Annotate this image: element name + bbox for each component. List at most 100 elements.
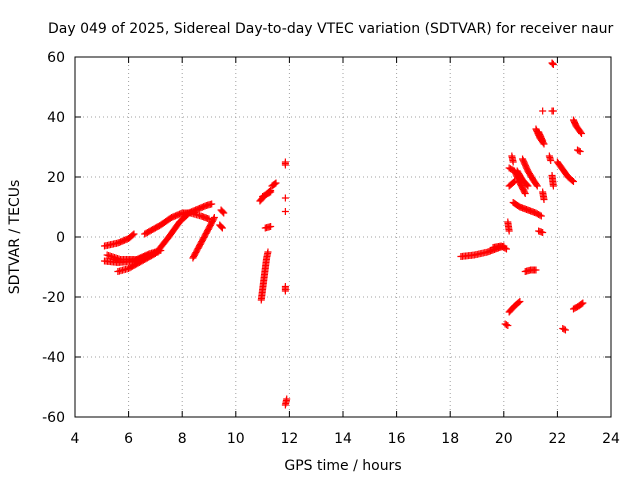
data-points bbox=[100, 59, 587, 409]
data-point bbox=[505, 227, 513, 235]
x-tick-label: 24 bbox=[602, 431, 620, 447]
data-point bbox=[509, 178, 517, 186]
data-point bbox=[523, 181, 531, 189]
satellite-arc bbox=[281, 283, 289, 295]
satellite-arc bbox=[501, 320, 512, 329]
satellite-arc bbox=[535, 227, 547, 236]
data-point bbox=[281, 287, 289, 295]
satellite-arc bbox=[217, 206, 228, 217]
data-point bbox=[272, 179, 280, 187]
y-tick-label: 0 bbox=[56, 230, 65, 246]
data-point bbox=[205, 215, 213, 223]
data-point bbox=[516, 298, 524, 305]
satellite-arc bbox=[281, 208, 289, 215]
x-tick-label: 22 bbox=[548, 431, 566, 447]
data-point bbox=[532, 266, 540, 274]
data-point bbox=[218, 223, 226, 231]
satellite-arc bbox=[521, 266, 540, 275]
data-point bbox=[208, 200, 216, 208]
satellite-arc bbox=[186, 209, 213, 223]
data-point bbox=[569, 178, 577, 185]
x-tick-label: 20 bbox=[495, 431, 513, 447]
satellite-arc bbox=[189, 214, 218, 262]
data-point bbox=[502, 245, 510, 253]
satellite-arc bbox=[508, 152, 517, 166]
y-tick-label: 60 bbox=[47, 50, 65, 66]
satellite-arc bbox=[569, 116, 586, 137]
x-tick-label: 16 bbox=[388, 431, 406, 447]
data-point bbox=[540, 140, 548, 148]
data-point bbox=[549, 182, 557, 190]
satellite-arc bbox=[519, 155, 541, 190]
data-point bbox=[524, 182, 532, 190]
data-point bbox=[515, 298, 523, 306]
x-axis-ticks: 4 6 8 10 12 14 16 18 20 22 24 bbox=[71, 57, 620, 447]
satellite-arc bbox=[216, 221, 226, 232]
satellite-arc bbox=[574, 146, 584, 155]
y-tick-label: -40 bbox=[42, 350, 65, 366]
data-point bbox=[539, 107, 547, 115]
data-point bbox=[577, 128, 585, 136]
x-tick-label: 4 bbox=[71, 431, 80, 447]
data-point bbox=[561, 326, 569, 334]
data-point bbox=[281, 208, 289, 215]
data-point bbox=[501, 244, 509, 252]
data-point bbox=[267, 223, 275, 230]
satellite-arc bbox=[535, 128, 547, 145]
y-tick-label: -20 bbox=[42, 290, 65, 306]
data-point bbox=[130, 230, 138, 238]
x-tick-label: 8 bbox=[178, 431, 187, 447]
satellite-arc bbox=[545, 152, 555, 164]
satellite-arc bbox=[257, 248, 272, 304]
data-point bbox=[210, 214, 218, 221]
satellite-arc bbox=[100, 230, 138, 250]
satellite-arc bbox=[539, 188, 548, 203]
data-point bbox=[568, 177, 576, 185]
chart-title: Day 049 of 2025, Sidereal Day-to-day VTE… bbox=[48, 21, 614, 37]
satellite-arc bbox=[569, 299, 587, 313]
grid-lines bbox=[75, 57, 611, 417]
data-point bbox=[540, 196, 548, 203]
data-point bbox=[129, 231, 137, 239]
y-axis-label: SDTVAR / TECUs bbox=[7, 180, 23, 295]
data-point bbox=[547, 157, 555, 164]
satellite-arc bbox=[548, 59, 557, 68]
satellite-arc bbox=[259, 188, 275, 200]
satellite-arc bbox=[553, 158, 577, 185]
data-point bbox=[533, 182, 541, 190]
data-point bbox=[267, 188, 275, 196]
data-point bbox=[537, 212, 545, 220]
x-tick-label: 6 bbox=[124, 431, 133, 447]
satellite-arc bbox=[268, 179, 280, 190]
satellite-arc bbox=[281, 158, 289, 169]
data-point bbox=[219, 208, 227, 216]
data-point bbox=[575, 147, 583, 155]
satellite-arc bbox=[505, 298, 524, 316]
x-tick-label: 10 bbox=[227, 431, 245, 447]
satellite-arc bbox=[513, 167, 532, 190]
data-point bbox=[532, 181, 540, 189]
data-point bbox=[281, 161, 289, 169]
satellite-arc bbox=[281, 194, 289, 202]
data-point bbox=[504, 322, 512, 329]
satellite-arc bbox=[261, 223, 275, 232]
satellite-arc bbox=[548, 107, 557, 115]
y-tick-label: 40 bbox=[47, 110, 65, 126]
data-point bbox=[521, 188, 529, 196]
data-point bbox=[521, 190, 529, 197]
y-axis-ticks: -60 -40 -20 0 20 40 60 bbox=[42, 50, 611, 426]
y-tick-label: 20 bbox=[47, 170, 65, 186]
x-tick-label: 18 bbox=[441, 431, 459, 447]
data-point bbox=[578, 130, 586, 137]
x-tick-label: 14 bbox=[334, 431, 352, 447]
data-point bbox=[549, 107, 557, 115]
data-point bbox=[539, 229, 547, 236]
data-point bbox=[536, 211, 544, 219]
data-point bbox=[502, 321, 510, 329]
data-point bbox=[220, 209, 228, 217]
data-point bbox=[218, 224, 226, 232]
x-axis-label: GPS time / hours bbox=[284, 458, 401, 474]
data-point bbox=[281, 401, 289, 409]
satellite-arc bbox=[509, 199, 545, 220]
data-point bbox=[509, 158, 517, 166]
